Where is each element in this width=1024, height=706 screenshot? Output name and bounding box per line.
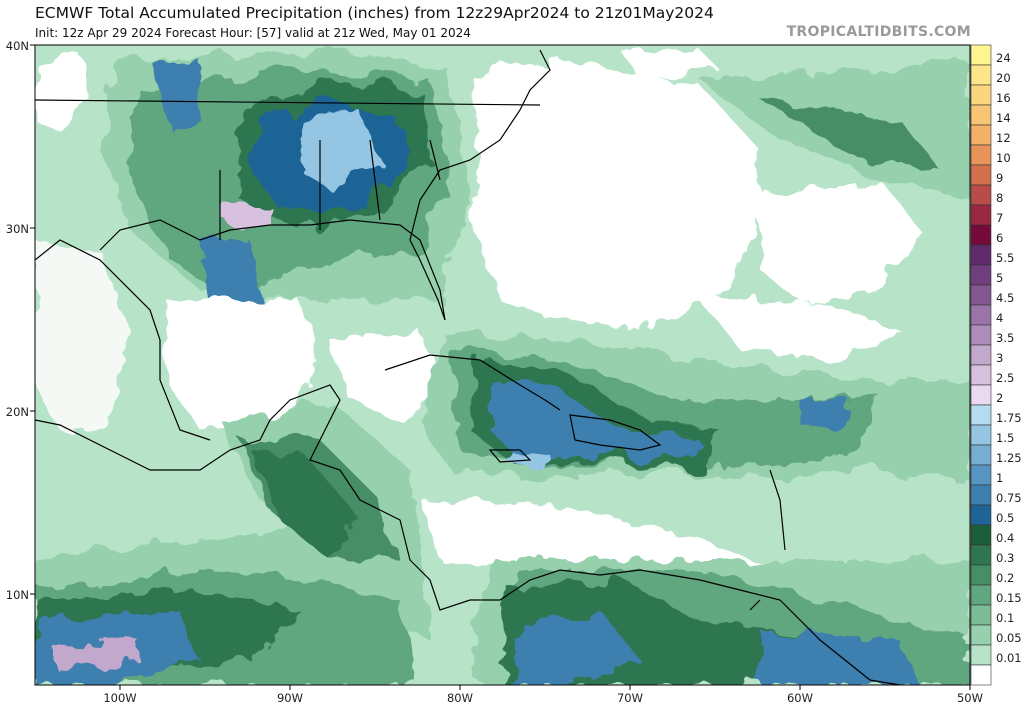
colorbar-label: 0.3 xyxy=(996,551,1014,565)
colorbar-swatch xyxy=(970,104,992,126)
colorbar-swatch xyxy=(970,84,992,106)
colorbar-swatch xyxy=(970,64,992,86)
colorbar-label: 7 xyxy=(996,211,1003,225)
lat-label-40n: 40N xyxy=(6,39,29,53)
colorbar-swatch xyxy=(970,284,992,306)
lat-axis: 40N 30N 20N 10N xyxy=(6,39,35,602)
colorbar-label: 1.75 xyxy=(996,411,1022,425)
colorbar-label: 0.75 xyxy=(996,491,1022,505)
colorbar-label: 0.2 xyxy=(996,571,1014,585)
map-title: ECMWF Total Accumulated Precipitation (i… xyxy=(35,4,714,22)
colorbar-swatch xyxy=(970,464,992,486)
colorbar-swatch xyxy=(970,344,992,366)
colorbar-label: 1 xyxy=(996,471,1003,485)
colorbar-swatch xyxy=(970,244,992,266)
lon-label-50w: 50W xyxy=(957,691,983,705)
colorbar-label: 9 xyxy=(996,171,1003,185)
colorbar-swatch xyxy=(970,584,992,606)
colorbar-label: 20 xyxy=(996,71,1011,85)
lon-label-80w: 80W xyxy=(447,691,473,705)
colorbar-swatch xyxy=(970,204,992,226)
colorbar-label: 0.01 xyxy=(996,651,1022,665)
colorbar-swatch xyxy=(970,624,992,646)
colorbar-swatch xyxy=(970,164,992,186)
colorbar-swatch xyxy=(970,524,992,546)
colorbar-swatch xyxy=(970,384,992,406)
colorbar-swatch xyxy=(970,324,992,346)
colorbar-swatch xyxy=(970,604,992,626)
colorbar-swatch xyxy=(970,144,992,166)
colorbar-label: 12 xyxy=(996,131,1011,145)
colorbar-label: 3 xyxy=(996,351,1003,365)
colorbar-label: 0.1 xyxy=(996,611,1014,625)
map-subtitle: Init: 12z Apr 29 2024 Forecast Hour: [57… xyxy=(35,26,471,40)
watermark: TROPICALTIDBITS.COM xyxy=(786,24,971,40)
colorbar-label: 1.25 xyxy=(996,451,1022,465)
colorbar-swatch xyxy=(970,184,992,206)
colorbar-swatch xyxy=(970,484,992,506)
lat-label-30n: 30N xyxy=(6,222,29,236)
colorbar-label: 2.5 xyxy=(996,371,1014,385)
colorbar-swatch xyxy=(970,564,992,586)
lon-label-90w: 90W xyxy=(277,691,303,705)
colorbar-swatch xyxy=(970,264,992,286)
colorbar-swatch xyxy=(970,304,992,326)
colorbar-label: 0.4 xyxy=(996,531,1014,545)
colorbar-swatch xyxy=(970,664,992,686)
colorbar-label: 6 xyxy=(996,231,1003,245)
colorbar-label: 0.05 xyxy=(996,631,1022,645)
colorbar-label: 5 xyxy=(996,271,1003,285)
colorbar-label: 0.5 xyxy=(996,511,1014,525)
coastlines xyxy=(35,49,901,685)
lon-label-100w: 100W xyxy=(103,691,136,705)
colorbar-label: 4 xyxy=(996,311,1003,325)
colorbar-label: 16 xyxy=(996,91,1011,105)
lat-label-10n: 10N xyxy=(6,588,29,602)
colorbar-label: 24 xyxy=(996,51,1011,65)
colorbar-label: 14 xyxy=(996,111,1011,125)
colorbar-swatch xyxy=(970,544,992,566)
colorbar-swatch xyxy=(970,404,992,426)
colorbar-label: 5.5 xyxy=(996,251,1014,265)
colorbar-label: 10 xyxy=(996,151,1011,165)
lon-label-60w: 60W xyxy=(787,691,813,705)
colorbar-swatch xyxy=(970,44,992,66)
lat-label-20n: 20N xyxy=(6,405,29,419)
colorbar-label: 4.5 xyxy=(996,291,1014,305)
lon-label-70w: 70W xyxy=(617,691,643,705)
colorbar-swatch xyxy=(970,364,992,386)
lon-axis: 100W 90W 80W 70W 60W 50W xyxy=(103,685,983,705)
colorbar-legend: 24 20 16 14 12 10 9 8 7 6 5.5 5 4.5 4 3.5 3 2.5 2 1.75 1.5 1… xyxy=(970,44,1022,686)
colorbar-label: 3.5 xyxy=(996,331,1014,345)
colorbar-label: 2 xyxy=(996,391,1003,405)
colorbar-swatch xyxy=(970,504,992,526)
colorbar-label: 0.15 xyxy=(996,591,1022,605)
colorbar-label: 8 xyxy=(996,191,1003,205)
colorbar-swatch xyxy=(970,124,992,146)
colorbar-swatch xyxy=(970,644,992,666)
colorbar-swatch xyxy=(970,224,992,246)
colorbar-label: 1.5 xyxy=(996,431,1014,445)
precip-field xyxy=(35,45,970,685)
colorbar-swatch xyxy=(970,424,992,446)
colorbar-swatch xyxy=(970,444,992,466)
